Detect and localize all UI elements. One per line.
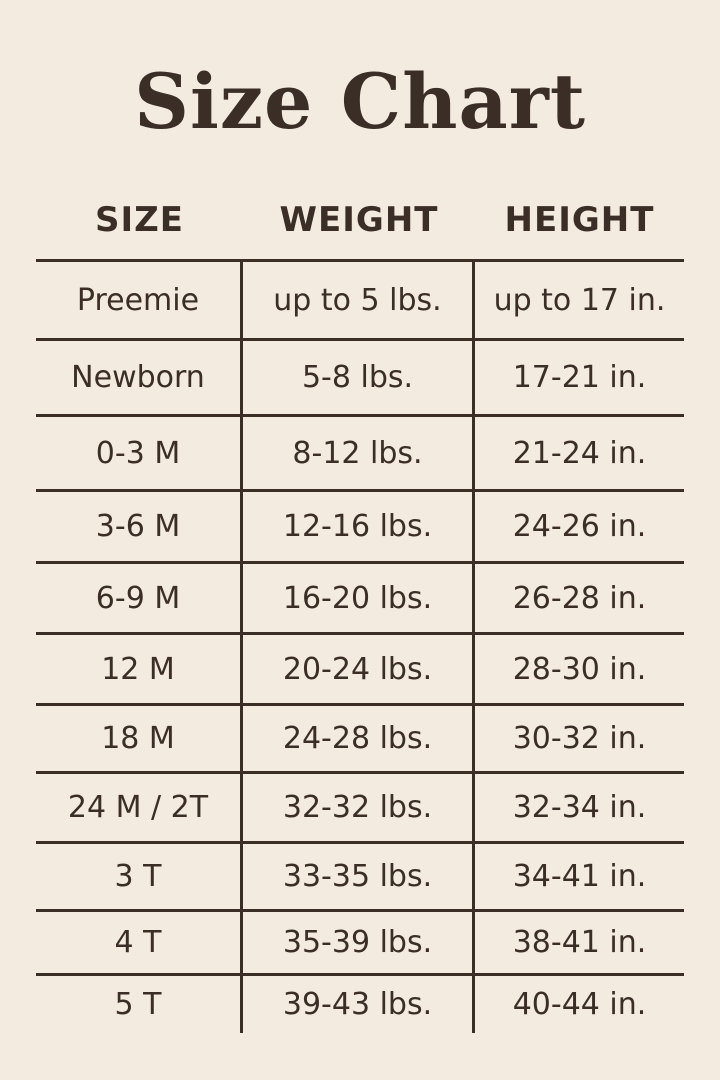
cell-size: 6-9 M bbox=[36, 564, 243, 632]
table-row: 12 M 20-24 lbs. 28-30 in. bbox=[36, 632, 684, 703]
cell-size: 5 T bbox=[36, 976, 243, 1033]
cell-height: 17-21 in. bbox=[512, 360, 647, 395]
cell-size: 3 T bbox=[36, 844, 243, 909]
table-row: 3 T 33-35 lbs. 34-41 in. bbox=[36, 841, 684, 909]
cell-size: 24 M / 2T bbox=[36, 774, 243, 841]
header-weight: WEIGHT bbox=[279, 200, 439, 240]
cell-weight: 33-35 lbs. bbox=[243, 844, 475, 909]
cell-height: 32-34 in. bbox=[512, 790, 647, 825]
cell-weight: 12-16 lbs. bbox=[243, 492, 475, 561]
cell-height: up to 17 in. bbox=[493, 282, 666, 318]
cell-weight: 16-20 lbs. bbox=[243, 564, 475, 632]
cell-weight: 35-39 lbs. bbox=[243, 912, 475, 973]
cell-height: 30-32 in. bbox=[512, 721, 647, 756]
cell-size: 12 M bbox=[36, 635, 243, 703]
cell-weight: 5-8 lbs. bbox=[243, 341, 475, 414]
cell-size: Preemie bbox=[36, 262, 243, 338]
table-row: 0-3 M 8-12 lbs. 21-24 in. bbox=[36, 414, 684, 489]
cell-height: 24-26 in. bbox=[512, 509, 647, 544]
table-row: 6-9 M 16-20 lbs. 26-28 in. bbox=[36, 561, 684, 632]
cell-weight: 20-24 lbs. bbox=[243, 635, 475, 703]
table-row: 4 T 35-39 lbs. 38-41 in. bbox=[36, 909, 684, 973]
table-row: 5 T 39-43 lbs. 40-44 in. bbox=[36, 973, 684, 1033]
cell-height: 21-24 in. bbox=[512, 435, 647, 471]
table-row: 3-6 M 12-16 lbs. 24-26 in. bbox=[36, 489, 684, 561]
cell-height: 38-41 in. bbox=[512, 925, 647, 960]
table-row: 24 M / 2T 32-32 lbs. 32-34 in. bbox=[36, 771, 684, 841]
page-title: Size Chart bbox=[134, 57, 586, 146]
cell-weight: 32-32 lbs. bbox=[243, 774, 475, 841]
cell-height: 34-41 in. bbox=[512, 859, 647, 894]
cell-size: 18 M bbox=[36, 706, 243, 771]
cell-height: 26-28 in. bbox=[512, 580, 647, 616]
cell-size: 3-6 M bbox=[36, 492, 243, 561]
cell-weight: 8-12 lbs. bbox=[243, 417, 475, 489]
table-header: SIZE WEIGHT HEIGHT bbox=[36, 196, 684, 244]
cell-weight: 24-28 lbs. bbox=[243, 706, 475, 771]
header-height: HEIGHT bbox=[504, 200, 655, 240]
cell-weight: 39-43 lbs. bbox=[243, 976, 475, 1033]
table-row: 18 M 24-28 lbs. 30-32 in. bbox=[36, 703, 684, 771]
cell-height: 40-44 in. bbox=[512, 987, 647, 1022]
header-size: SIZE bbox=[94, 200, 185, 240]
cell-size: 0-3 M bbox=[36, 417, 243, 489]
table-row: Newborn 5-8 lbs. 17-21 in. bbox=[36, 338, 684, 414]
cell-height: 28-30 in. bbox=[512, 651, 647, 687]
size-table: Preemie up to 5 lbs. up to 17 in. Newborn 5-… bbox=[36, 259, 684, 1033]
cell-weight: up to 5 lbs. bbox=[243, 262, 475, 338]
cell-size: Newborn bbox=[36, 341, 243, 414]
cell-size: 4 T bbox=[36, 912, 243, 973]
table-row: Preemie up to 5 lbs. up to 17 in. bbox=[36, 259, 684, 338]
